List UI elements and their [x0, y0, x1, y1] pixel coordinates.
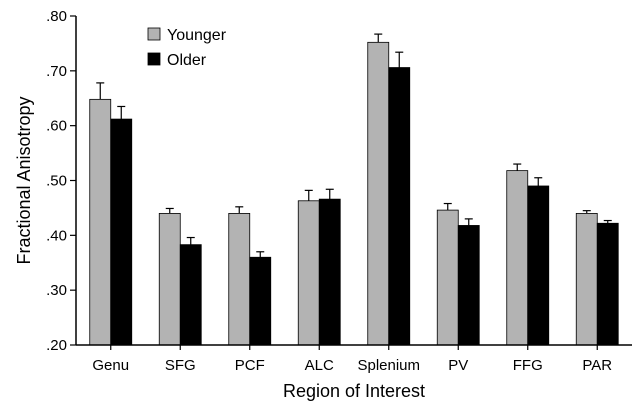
y-tick-label: .80	[46, 8, 67, 25]
x-axis-title: Region of Interest	[283, 381, 425, 401]
x-axis: Genu SFG PCF ALC Splenium PV FFG PAR	[76, 344, 632, 374]
bar-younger-alc	[297, 200, 320, 346]
legend-label-older: Older	[167, 52, 207, 69]
bar-younger-pv	[436, 209, 459, 346]
bar-older-genu	[110, 118, 133, 346]
bar-younger-splenium	[367, 41, 390, 346]
legend-swatch-younger	[147, 27, 161, 41]
bar-older-splenium	[388, 67, 411, 346]
x-tick-label: PCF	[235, 357, 265, 374]
bar-older-sfg	[179, 244, 202, 346]
x-tick-label: Splenium	[357, 357, 420, 374]
bar-younger-sfg	[158, 212, 181, 346]
x-tick-label: PV	[448, 357, 468, 374]
y-tick-label: .70	[46, 63, 67, 80]
bar-younger-par	[575, 212, 598, 346]
y-tick-label: .60	[46, 118, 67, 135]
x-tick-label: PAR	[582, 357, 612, 374]
x-tick-label: Genu	[92, 357, 129, 374]
legend: Younger Older	[147, 27, 227, 69]
bar-older-pcf	[249, 256, 272, 346]
bar-younger-pcf	[228, 212, 251, 346]
bar-older-ffg	[527, 185, 550, 346]
y-tick-label: .50	[46, 173, 67, 190]
legend-label-younger: Younger	[167, 27, 227, 44]
bar-older-par	[596, 222, 619, 346]
x-tick-label: FFG	[513, 357, 543, 374]
bar-older-pv	[457, 225, 480, 346]
y-axis: .20 .30 .40 .50 .60 .70 .80	[46, 8, 77, 354]
y-tick-label: .20	[46, 337, 67, 354]
bar-younger-genu	[89, 98, 112, 346]
x-tick-label: ALC	[305, 357, 334, 374]
y-tick-label: .30	[46, 282, 67, 299]
y-axis-title: Fractional Anisotropy	[14, 96, 34, 264]
bar-younger-ffg	[506, 170, 529, 346]
bar-older-alc	[318, 198, 341, 346]
plot-area	[89, 33, 619, 346]
legend-swatch-older	[147, 52, 161, 66]
x-tick-label: SFG	[165, 357, 196, 374]
y-tick-label: .40	[46, 227, 67, 244]
